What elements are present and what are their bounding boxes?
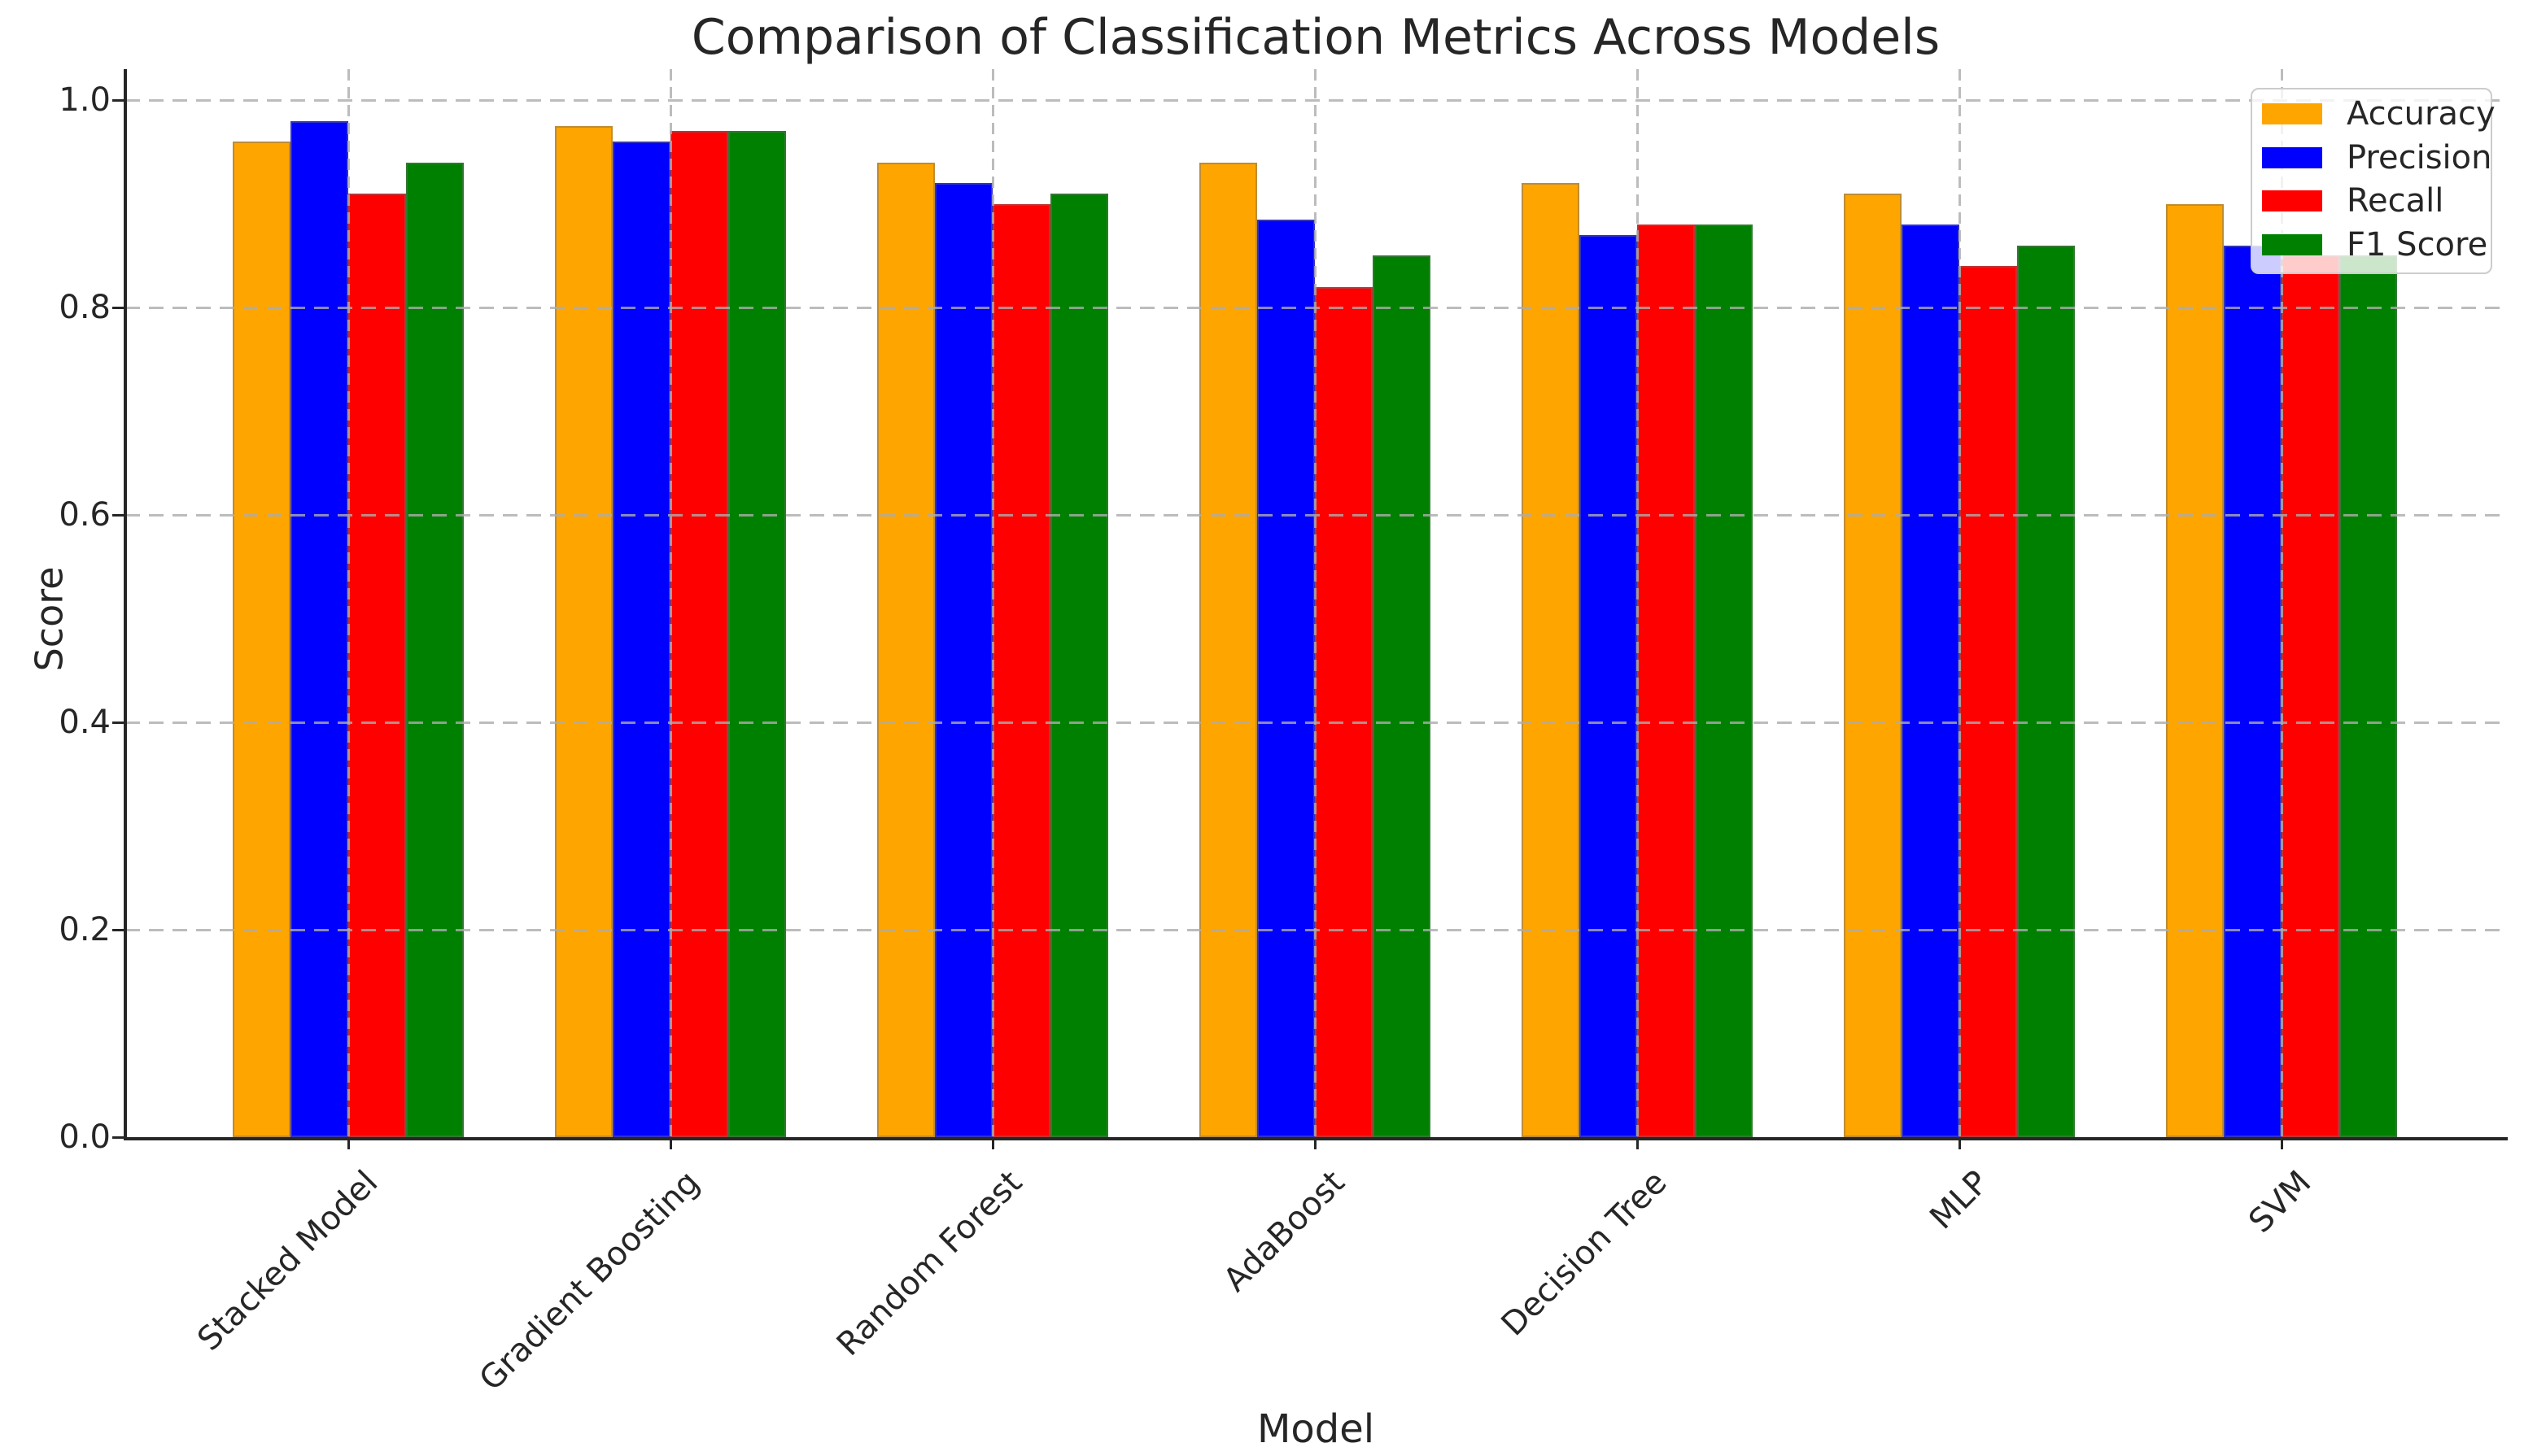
legend-swatch-f1-score — [2262, 233, 2322, 255]
y-tick-label: 0.8 — [59, 289, 111, 327]
y-tick-mark — [112, 306, 125, 309]
legend: Accuracy Precision Recall F1 Score — [2251, 88, 2496, 274]
x-tick-label: Gradient Boosting — [472, 1163, 708, 1398]
x-tick-mark — [1958, 1137, 1961, 1149]
x-tick-label: Random Forest — [829, 1163, 1030, 1364]
y-tick-mark — [112, 928, 125, 931]
x-tick-mark — [1635, 1137, 1639, 1149]
x-tick-label: MLP — [1923, 1163, 1997, 1237]
y-tick-label: 0.4 — [59, 704, 111, 742]
x-tick-label: Stacked Model — [190, 1163, 386, 1358]
y-tick-label: 0.2 — [59, 911, 111, 949]
bar-f1-score-svm — [2339, 255, 2397, 1137]
bar-precision-svm — [2224, 245, 2282, 1137]
y-tick-mark — [112, 721, 125, 724]
bar-recall-gradient-boosting — [670, 131, 728, 1137]
bar-recall-stacked-model — [348, 193, 406, 1137]
bar-accuracy-random-forest — [877, 162, 935, 1137]
bar-recall-mlp — [1959, 266, 2017, 1137]
legend-swatch-recall — [2262, 190, 2322, 211]
bar-accuracy-mlp — [1844, 193, 1902, 1137]
bar-accuracy-adaboost — [1199, 162, 1257, 1137]
legend-swatch-accuracy — [2262, 103, 2322, 124]
bar-f1-score-adaboost — [1373, 255, 1430, 1137]
x-tick-mark — [991, 1137, 994, 1149]
legend-label: Recall — [2347, 182, 2444, 220]
x-tick-label: Decision Tree — [1494, 1163, 1675, 1344]
y-tick-mark — [112, 98, 125, 102]
plot-area — [125, 69, 2506, 1137]
bar-recall-random-forest — [993, 203, 1050, 1137]
bar-recall-adaboost — [1315, 286, 1373, 1137]
x-tick-label: SVM — [2241, 1163, 2319, 1240]
y-tick-mark — [112, 513, 125, 517]
x-tick-mark — [1313, 1137, 1317, 1149]
legend-swatch-precision — [2262, 146, 2322, 168]
bar-accuracy-gradient-boosting — [555, 126, 613, 1137]
bar-f1-score-mlp — [2017, 245, 2075, 1137]
bar-precision-decision-tree — [1579, 234, 1637, 1137]
x-tick-mark — [669, 1137, 672, 1149]
bar-f1-score-stacked-model — [406, 162, 464, 1137]
bar-recall-svm — [2282, 255, 2339, 1137]
y-axis-label: Score — [27, 566, 72, 672]
bar-precision-adaboost — [1257, 219, 1315, 1137]
bar-precision-random-forest — [935, 183, 993, 1137]
y-tick-label: 0.6 — [59, 496, 111, 534]
bar-f1-score-gradient-boosting — [728, 131, 786, 1137]
bars-layer — [125, 69, 2506, 1137]
bar-precision-mlp — [1902, 225, 1959, 1137]
x-tick-mark — [2280, 1137, 2283, 1149]
legend-item-accuracy: Accuracy — [2262, 98, 2496, 130]
x-tick-label: AdaBoost — [1216, 1163, 1352, 1300]
legend-label: Precision — [2347, 138, 2492, 177]
legend-item-precision: Precision — [2262, 142, 2491, 174]
y-tick-label: 0.0 — [59, 1118, 111, 1156]
chart-title: Comparison of Classification Metrics Acr… — [691, 9, 1941, 66]
bar-precision-gradient-boosting — [613, 142, 670, 1137]
y-axis-spine — [124, 69, 127, 1140]
x-axis-label: Model — [1256, 1406, 1375, 1452]
legend-label: Accuracy — [2347, 95, 2496, 133]
legend-item-recall: Recall — [2262, 182, 2483, 220]
y-tick-mark — [112, 1136, 125, 1139]
bar-recall-decision-tree — [1637, 225, 1695, 1137]
bar-accuracy-decision-tree — [1522, 183, 1579, 1137]
legend-item-f1-score: F1 Score — [2262, 229, 2487, 261]
bar-precision-stacked-model — [290, 120, 348, 1137]
y-tick-label: 1.0 — [59, 81, 111, 120]
legend-label: F1 Score — [2347, 225, 2488, 264]
bar-accuracy-stacked-model — [233, 142, 290, 1137]
x-axis-spine — [124, 1137, 2508, 1140]
bar-f1-score-decision-tree — [1695, 225, 1753, 1137]
x-tick-mark — [347, 1137, 350, 1149]
bar-accuracy-svm — [2166, 203, 2224, 1137]
bar-f1-score-random-forest — [1050, 193, 1108, 1137]
